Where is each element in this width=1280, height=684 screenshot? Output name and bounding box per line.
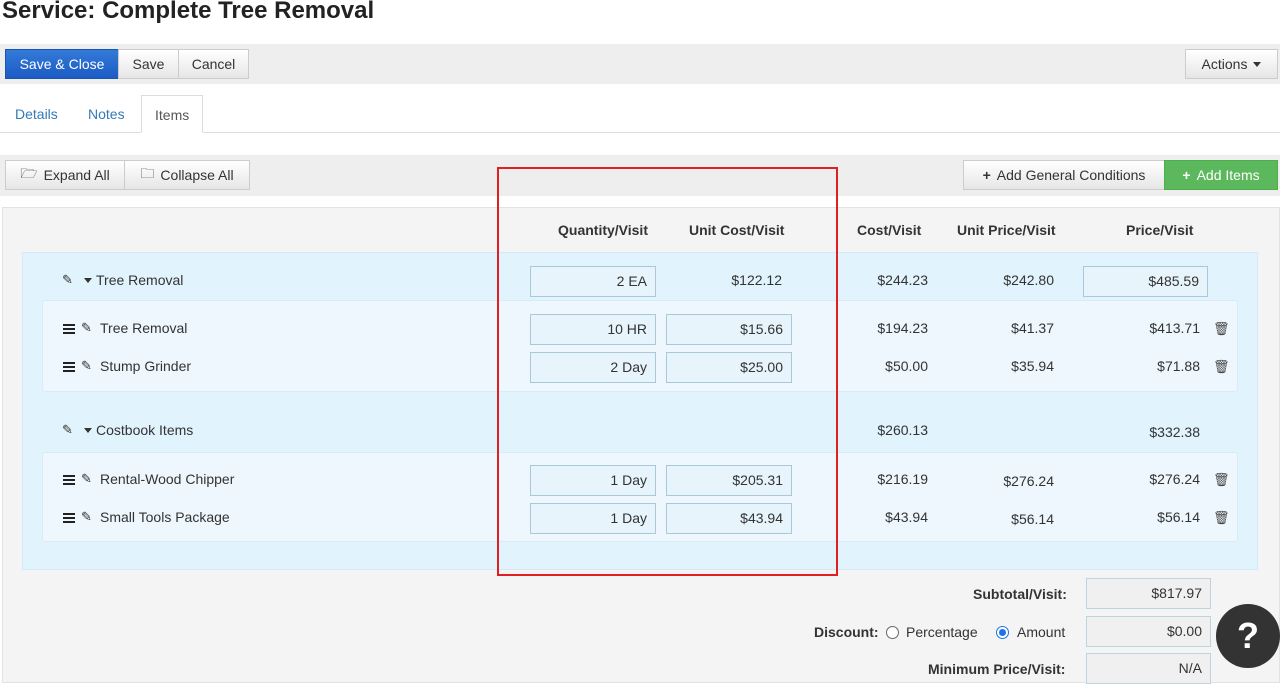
unit-price: $276.24 [1003, 473, 1054, 489]
edit-icon[interactable]: ✎ [81, 509, 92, 524]
actions-label: Actions [1201, 56, 1248, 72]
amount-radio[interactable] [996, 626, 1009, 639]
page-title: Service: Complete Tree Removal [2, 0, 375, 24]
cost: $244.23 [877, 272, 928, 288]
col-cost: Cost/Visit [857, 222, 922, 238]
quantity-input[interactable]: 10 HR [530, 314, 656, 345]
col-price: Price/Visit [1126, 222, 1194, 238]
quantity-input[interactable]: 2 EA [530, 266, 656, 297]
unit-cost-input[interactable]: $25.00 [666, 352, 792, 383]
item-name: Rental-Wood Chipper [100, 471, 235, 487]
add-general-conditions-button[interactable]: + Add General Conditions [963, 160, 1165, 190]
add-general-conditions-label: Add General Conditions [996, 167, 1146, 183]
price: $276.24 [1149, 471, 1200, 487]
drag-handle-icon[interactable] [63, 362, 75, 372]
price: $71.88 [1157, 358, 1200, 374]
cancel-button[interactable]: Cancel [178, 49, 249, 79]
discount-label: Discount: [814, 624, 879, 640]
item-name: Stump Grinder [100, 358, 192, 374]
collapse-all-button[interactable]: 🗀 Collapse All [124, 160, 250, 190]
cost: $43.94 [885, 509, 928, 525]
caret-down-icon[interactable] [84, 428, 92, 433]
caret-down-icon [1253, 61, 1262, 67]
trash-icon[interactable]: 🗑 [1213, 359, 1230, 374]
quantity-input[interactable]: 1 Day [530, 465, 656, 496]
save-button[interactable]: Save [118, 49, 179, 79]
unit-price: $41.37 [1011, 320, 1054, 336]
tab-notes[interactable]: Notes [88, 106, 125, 122]
item-name: Small Tools Package [100, 509, 230, 525]
cost: $216.19 [877, 471, 928, 487]
price: $413.71 [1149, 320, 1200, 336]
caret-down-icon[interactable] [84, 278, 92, 283]
plus-icon: + [1182, 167, 1191, 183]
unit-cost-input[interactable]: $205.31 [666, 465, 792, 496]
expand-all-label: Expand All [43, 167, 110, 183]
group-name: Tree Removal [96, 272, 184, 288]
group-name: Costbook Items [96, 422, 194, 438]
subtotal-label: Subtotal/Visit: [973, 586, 1067, 602]
min-price-label: Minimum Price/Visit: [928, 661, 1066, 677]
subtotal-field: $817.97 [1086, 578, 1211, 609]
save-close-button[interactable]: Save & Close [5, 49, 119, 79]
collapse-all-label: Collapse All [160, 167, 234, 183]
quantity-input[interactable]: 2 Day [530, 352, 656, 383]
unit-price: $56.14 [1011, 511, 1054, 527]
add-items-label: Add Items [1196, 167, 1260, 183]
plus-icon: + [982, 167, 991, 183]
unit-price: $35.94 [1011, 358, 1054, 374]
unit-cost-input[interactable]: $15.66 [666, 314, 792, 345]
folder-open-icon: 🗁 [20, 165, 38, 181]
edit-icon[interactable]: ✎ [62, 272, 73, 287]
col-unit-cost: Unit Cost/Visit [689, 222, 785, 238]
price: $56.14 [1157, 509, 1200, 525]
unit-cost: $122.12 [731, 272, 782, 288]
col-unit-price: Unit Price/Visit [957, 222, 1056, 238]
min-price-field: N/A [1086, 653, 1211, 684]
tab-items[interactable]: Items [141, 95, 204, 133]
amount-label: Amount [1017, 624, 1066, 640]
actions-dropdown[interactable]: Actions [1185, 49, 1278, 79]
trash-icon[interactable]: 🗑 [1213, 472, 1230, 487]
edit-icon[interactable]: ✎ [62, 422, 73, 437]
drag-handle-icon[interactable] [63, 513, 75, 523]
expand-all-button[interactable]: 🗁 Expand All [5, 160, 125, 190]
trash-icon[interactable]: 🗑 [1213, 510, 1230, 525]
edit-icon[interactable]: ✎ [81, 320, 92, 335]
col-quantity: Quantity/Visit [558, 222, 648, 238]
drag-handle-icon[interactable] [63, 475, 75, 485]
tab-details[interactable]: Details [15, 106, 58, 122]
unit-price: $242.80 [1003, 272, 1054, 288]
price: $332.38 [1149, 424, 1200, 440]
item-name: Tree Removal [100, 320, 188, 336]
cost: $260.13 [877, 422, 928, 438]
help-button[interactable]: ? [1216, 604, 1280, 668]
edit-icon[interactable]: ✎ [81, 471, 92, 486]
price-input[interactable]: $485.59 [1083, 266, 1208, 297]
tab-divider [0, 132, 1280, 133]
add-items-button[interactable]: + Add Items [1164, 160, 1278, 190]
edit-icon[interactable]: ✎ [81, 358, 92, 373]
discount-input[interactable]: $0.00 [1086, 616, 1211, 647]
percentage-label: Percentage [906, 624, 978, 640]
drag-handle-icon[interactable] [63, 324, 75, 334]
percentage-radio[interactable] [886, 626, 899, 639]
cost: $50.00 [885, 358, 928, 374]
cost: $194.23 [877, 320, 928, 336]
folder-icon: 🗀 [140, 165, 155, 181]
quantity-input[interactable]: 1 Day [530, 503, 656, 534]
trash-icon[interactable]: 🗑 [1213, 321, 1230, 336]
unit-cost-input[interactable]: $43.94 [666, 503, 792, 534]
